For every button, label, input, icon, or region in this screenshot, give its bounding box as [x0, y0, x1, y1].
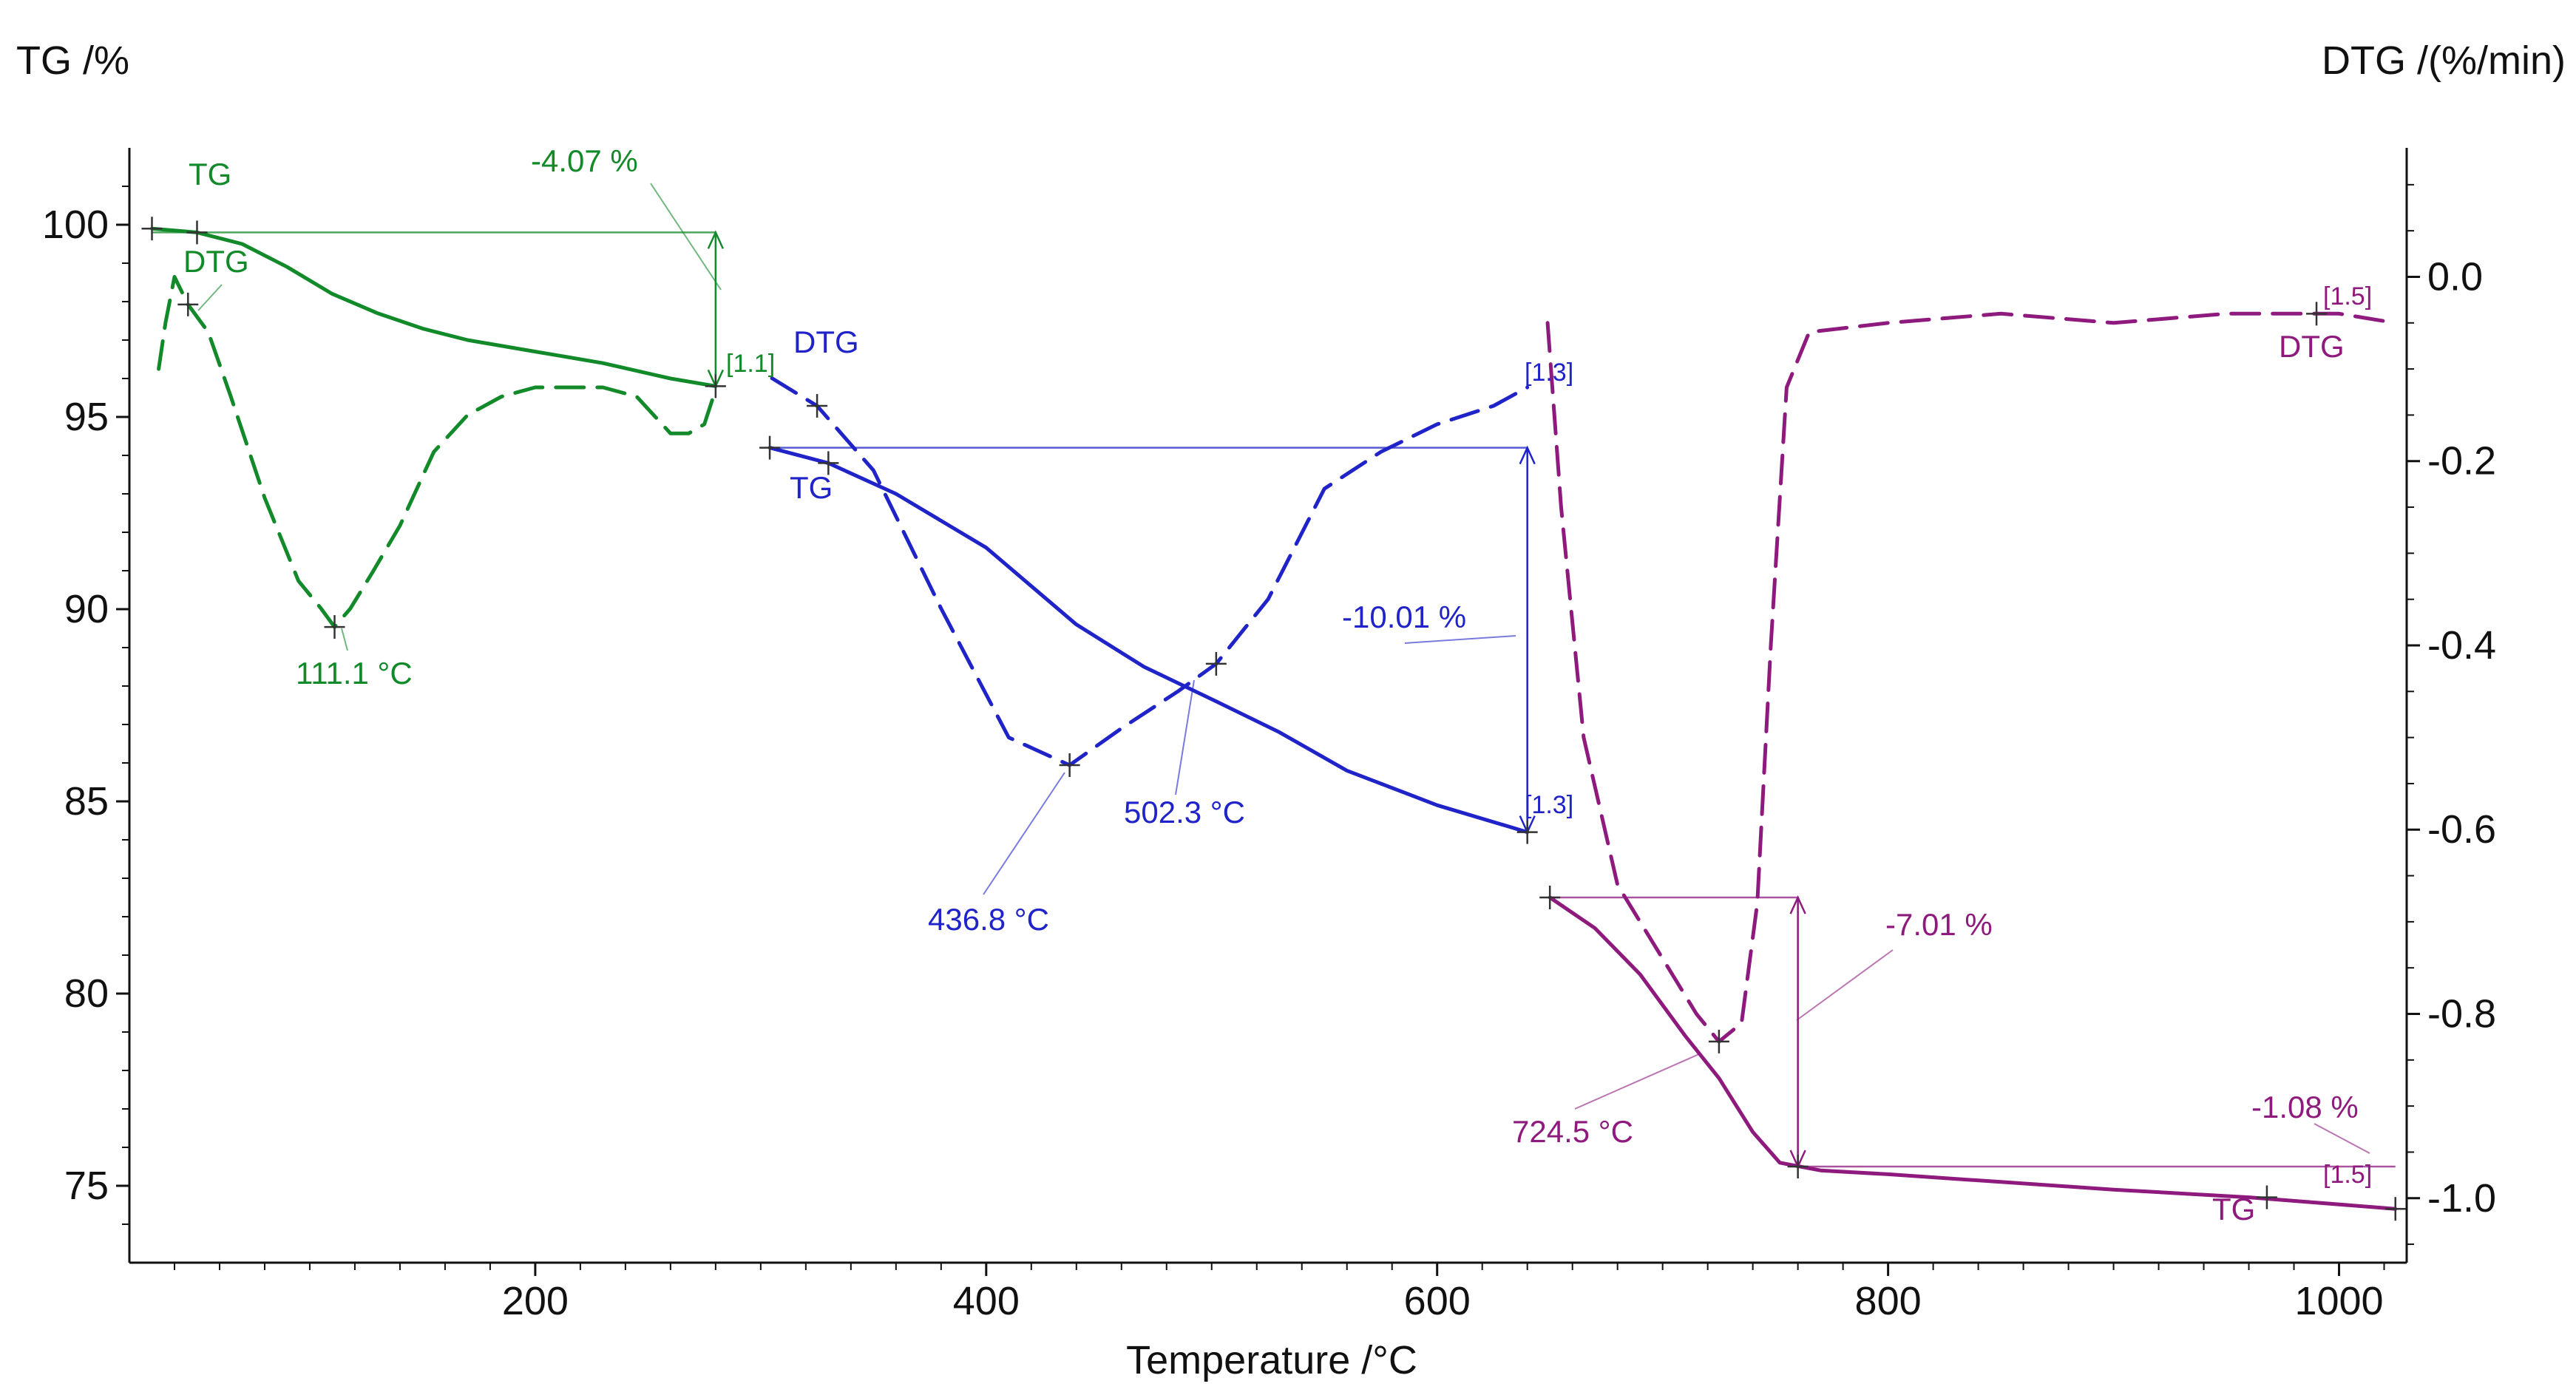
ann-tg-green: TG: [189, 157, 231, 191]
y-right-tick-label: -0.4: [2427, 623, 2496, 668]
series-line-dtg-segment-3: [1545, 311, 2398, 1044]
ann-segment-1-5-bottom: [1.5]: [2323, 1161, 2372, 1189]
y-left-tick-label: 90: [64, 587, 109, 631]
x-tick-label: 200: [502, 1279, 569, 1323]
y-right-tick-label: -0.8: [2427, 992, 2496, 1036]
ann-mass-loss-3: -7.01 %: [1885, 907, 1993, 942]
ann-segment-1-5-top: [1.5]: [2323, 282, 2372, 310]
y-left-tick-label: 85: [64, 779, 109, 824]
y-right-axis-title: DTG /(%/min): [2322, 38, 2566, 83]
leader-dtg-green: [197, 284, 223, 311]
series-line-dtg-segment-1: [157, 275, 716, 629]
ann-mass-loss-4: -1.08 %: [2251, 1090, 2359, 1124]
mass-loss-arrow-2-head-top: [1519, 445, 1536, 465]
x-tick-label: 800: [1855, 1279, 1922, 1323]
ann-peak-111: 111.1 °C: [296, 656, 413, 690]
y-right-tick-label: 0.0: [2427, 254, 2483, 299]
ann-peak-502: 502.3 °C: [1124, 795, 1245, 829]
ann-dtg-green: DTG: [183, 244, 249, 279]
series-line-dtg-segment-2: [770, 376, 1530, 767]
mass-loss-arrow-3-head-top: [1789, 895, 1806, 914]
series-line-tg-segment-3: [1548, 895, 2398, 1211]
ann-segment-1-3-bottom: [1.3]: [1525, 791, 1573, 819]
ann-peak-436: 436.8 °C: [928, 902, 1049, 937]
leader-mass-loss-4: [2314, 1123, 2370, 1154]
leader-peak-502: [1175, 679, 1195, 795]
y-left-tick-label: 80: [64, 971, 109, 1016]
leader-peak-436: [983, 772, 1065, 895]
y-left-tick-label: 75: [64, 1164, 109, 1208]
ann-mass-loss-1: -4.07 %: [531, 143, 638, 178]
series-line-tg-segment-2: [767, 446, 1530, 835]
ann-segment-1-1: [1.1]: [726, 350, 775, 378]
y-left-tick-label: 100: [42, 203, 109, 247]
y-right-tick-label: -1.0: [2427, 1176, 2496, 1221]
mass-loss-arrow-1-head-top: [707, 230, 725, 249]
ann-segment-1-3-top: [1.3]: [1525, 359, 1573, 387]
leader-mass-loss-3: [1796, 949, 1894, 1021]
ann-mass-loss-2: -10.01 %: [1342, 600, 1466, 634]
x-tick-label: 600: [1404, 1279, 1471, 1323]
leader-mass-loss-1: [650, 183, 722, 291]
x-tick-label: 400: [953, 1279, 1020, 1323]
x-axis-title: Temperature /°C: [1126, 1338, 1417, 1382]
leader-peak-111: [341, 628, 348, 651]
x-tick-label: 1000: [2294, 1279, 2383, 1323]
y-left-tick-label: 95: [64, 395, 109, 439]
y-right-tick-label: -0.2: [2427, 439, 2496, 483]
leader-peak-724: [1574, 1053, 1701, 1110]
ann-dtg-purple: DTG: [2279, 329, 2345, 364]
ann-peak-724: 724.5 °C: [1512, 1114, 1633, 1149]
ann-tg-blue: TG: [790, 470, 833, 505]
series-line-tg-segment-1: [150, 226, 718, 388]
y-left-axis-title: TG /%: [16, 38, 129, 83]
leader-mass-loss-2: [1404, 635, 1516, 644]
ann-tg-purple: TG: [2212, 1192, 2255, 1226]
ann-dtg-blue: DTG: [793, 325, 859, 359]
y-right-tick-label: -0.6: [2427, 807, 2496, 852]
